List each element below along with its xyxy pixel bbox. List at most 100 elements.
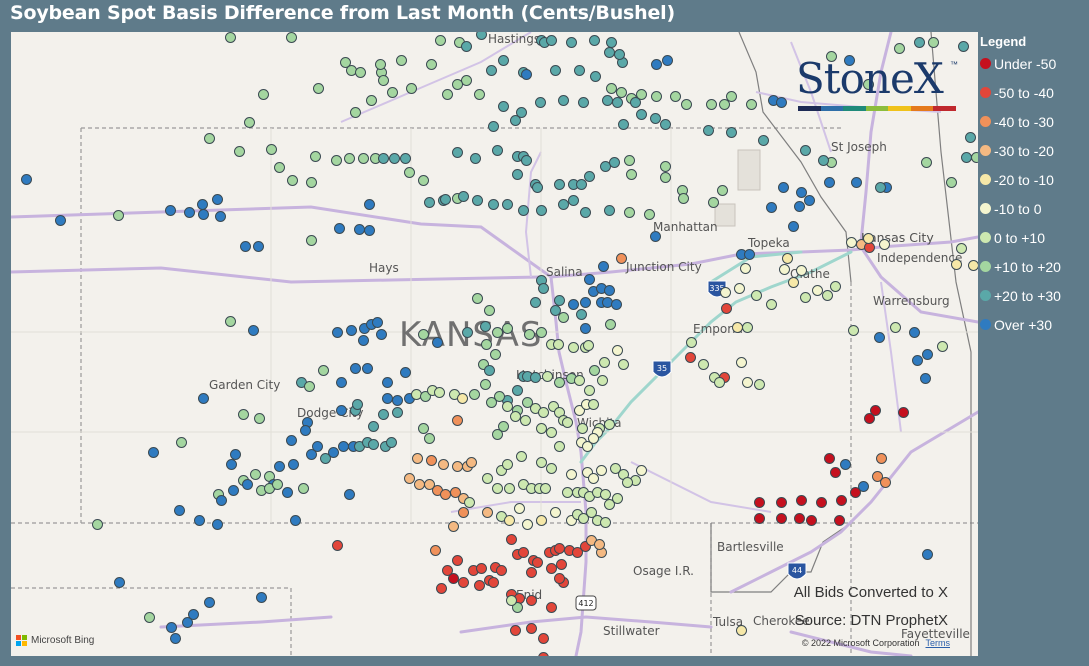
bid-marker[interactable] [587,432,599,444]
bid-marker[interactable] [509,624,521,636]
bid-marker[interactable] [175,436,187,448]
bid-marker[interactable] [227,484,239,496]
bid-marker[interactable] [623,154,635,166]
bid-marker[interactable] [623,206,635,218]
bid-marker[interactable] [520,154,532,166]
bid-marker[interactable] [605,36,617,48]
legend-item[interactable]: -20 to -10 [978,165,1089,194]
bid-marker[interactable] [483,304,495,316]
bid-marker[interactable] [549,304,561,316]
bid-marker[interactable] [305,448,317,460]
bid-marker[interactable] [680,98,692,110]
bid-marker[interactable] [363,198,375,210]
bid-marker[interactable] [817,154,829,166]
bid-marker[interactable] [649,112,661,124]
bid-marker[interactable] [487,120,499,132]
bid-marker[interactable] [581,466,593,478]
bid-marker[interactable] [456,392,468,404]
bid-marker[interactable] [214,210,226,222]
legend-item[interactable]: +20 to +30 [978,281,1089,310]
bid-marker[interactable] [833,514,845,526]
bid-marker[interactable] [481,506,493,518]
bid-marker[interactable] [635,464,647,476]
bid-marker[interactable] [585,506,597,518]
bid-marker[interactable] [781,252,793,264]
bid-marker[interactable] [281,486,293,498]
bid-marker[interactable] [845,236,857,248]
bid-marker[interactable] [617,118,629,130]
bid-marker[interactable] [305,176,317,188]
bid-marker[interactable] [643,208,655,220]
bid-marker[interactable] [575,308,587,320]
bid-marker[interactable] [795,186,807,198]
bid-marker[interactable] [297,482,309,494]
bid-marker[interactable] [413,478,425,490]
bid-marker[interactable] [224,315,236,327]
bid-marker[interactable] [553,178,565,190]
bid-marker[interactable] [451,554,463,566]
bid-marker[interactable] [545,462,557,474]
bid-marker[interactable] [535,456,547,468]
bid-marker[interactable] [388,152,400,164]
bid-marker[interactable] [713,376,725,388]
legend-item[interactable]: -10 to 0 [978,194,1089,223]
bid-marker[interactable] [576,422,588,434]
bid-marker[interactable] [970,151,978,163]
bid-marker[interactable] [479,378,491,390]
bid-marker[interactable] [465,456,477,468]
bid-marker[interactable] [629,96,641,108]
bid-marker[interactable] [491,144,503,156]
bid-marker[interactable] [589,70,601,82]
bid-marker[interactable] [354,66,366,78]
bid-marker[interactable] [583,170,595,182]
bid-marker[interactable] [367,438,379,450]
bid-marker[interactable] [603,418,615,430]
bid-marker[interactable] [649,230,661,242]
bid-marker[interactable] [447,572,459,584]
bid-marker[interactable] [743,248,755,260]
bid-marker[interactable] [517,204,529,216]
bid-marker[interactable] [823,452,835,464]
bid-marker[interactable] [547,400,559,412]
bid-marker[interactable] [337,440,349,452]
bid-marker[interactable] [169,632,181,644]
bid-marker[interactable] [599,516,611,528]
bid-marker[interactable] [552,338,564,350]
bid-marker[interactable] [233,145,245,157]
bid-marker[interactable] [553,572,565,584]
bid-marker[interactable] [587,398,599,410]
bid-marker[interactable] [650,58,662,70]
bid-marker[interactable] [147,446,159,458]
bid-marker[interactable] [615,86,627,98]
bid-marker[interactable] [525,566,537,578]
bid-marker[interactable] [573,404,585,416]
bid-marker[interactable] [613,48,625,60]
bid-marker[interactable] [287,458,299,470]
bid-marker[interactable] [757,134,769,146]
bid-marker[interactable] [588,34,600,46]
bid-marker[interactable] [273,460,285,472]
bid-marker[interactable] [349,362,361,374]
bid-marker[interactable] [875,452,887,464]
bid-marker[interactable] [869,404,881,416]
bid-marker[interactable] [805,514,817,526]
bid-marker[interactable] [411,452,423,464]
bid-marker[interactable] [303,380,315,392]
bid-marker[interactable] [187,608,199,620]
bid-marker[interactable] [821,289,833,301]
bid-marker[interactable] [475,562,487,574]
bid-marker[interactable] [753,512,765,524]
bid-marker[interactable] [349,106,361,118]
bid-marker[interactable] [731,321,743,333]
bid-marker[interactable] [451,414,463,426]
bid-marker[interactable] [893,42,905,54]
bid-marker[interactable] [927,36,939,48]
bid-marker[interactable] [255,591,267,603]
bid-marker[interactable] [345,324,357,336]
bid-marker[interactable] [403,472,415,484]
bid-marker[interactable] [511,384,523,396]
bid-marker[interactable] [425,58,437,70]
bid-marker[interactable] [460,40,472,52]
bid-marker[interactable] [523,328,535,340]
bid-marker[interactable] [843,54,855,66]
